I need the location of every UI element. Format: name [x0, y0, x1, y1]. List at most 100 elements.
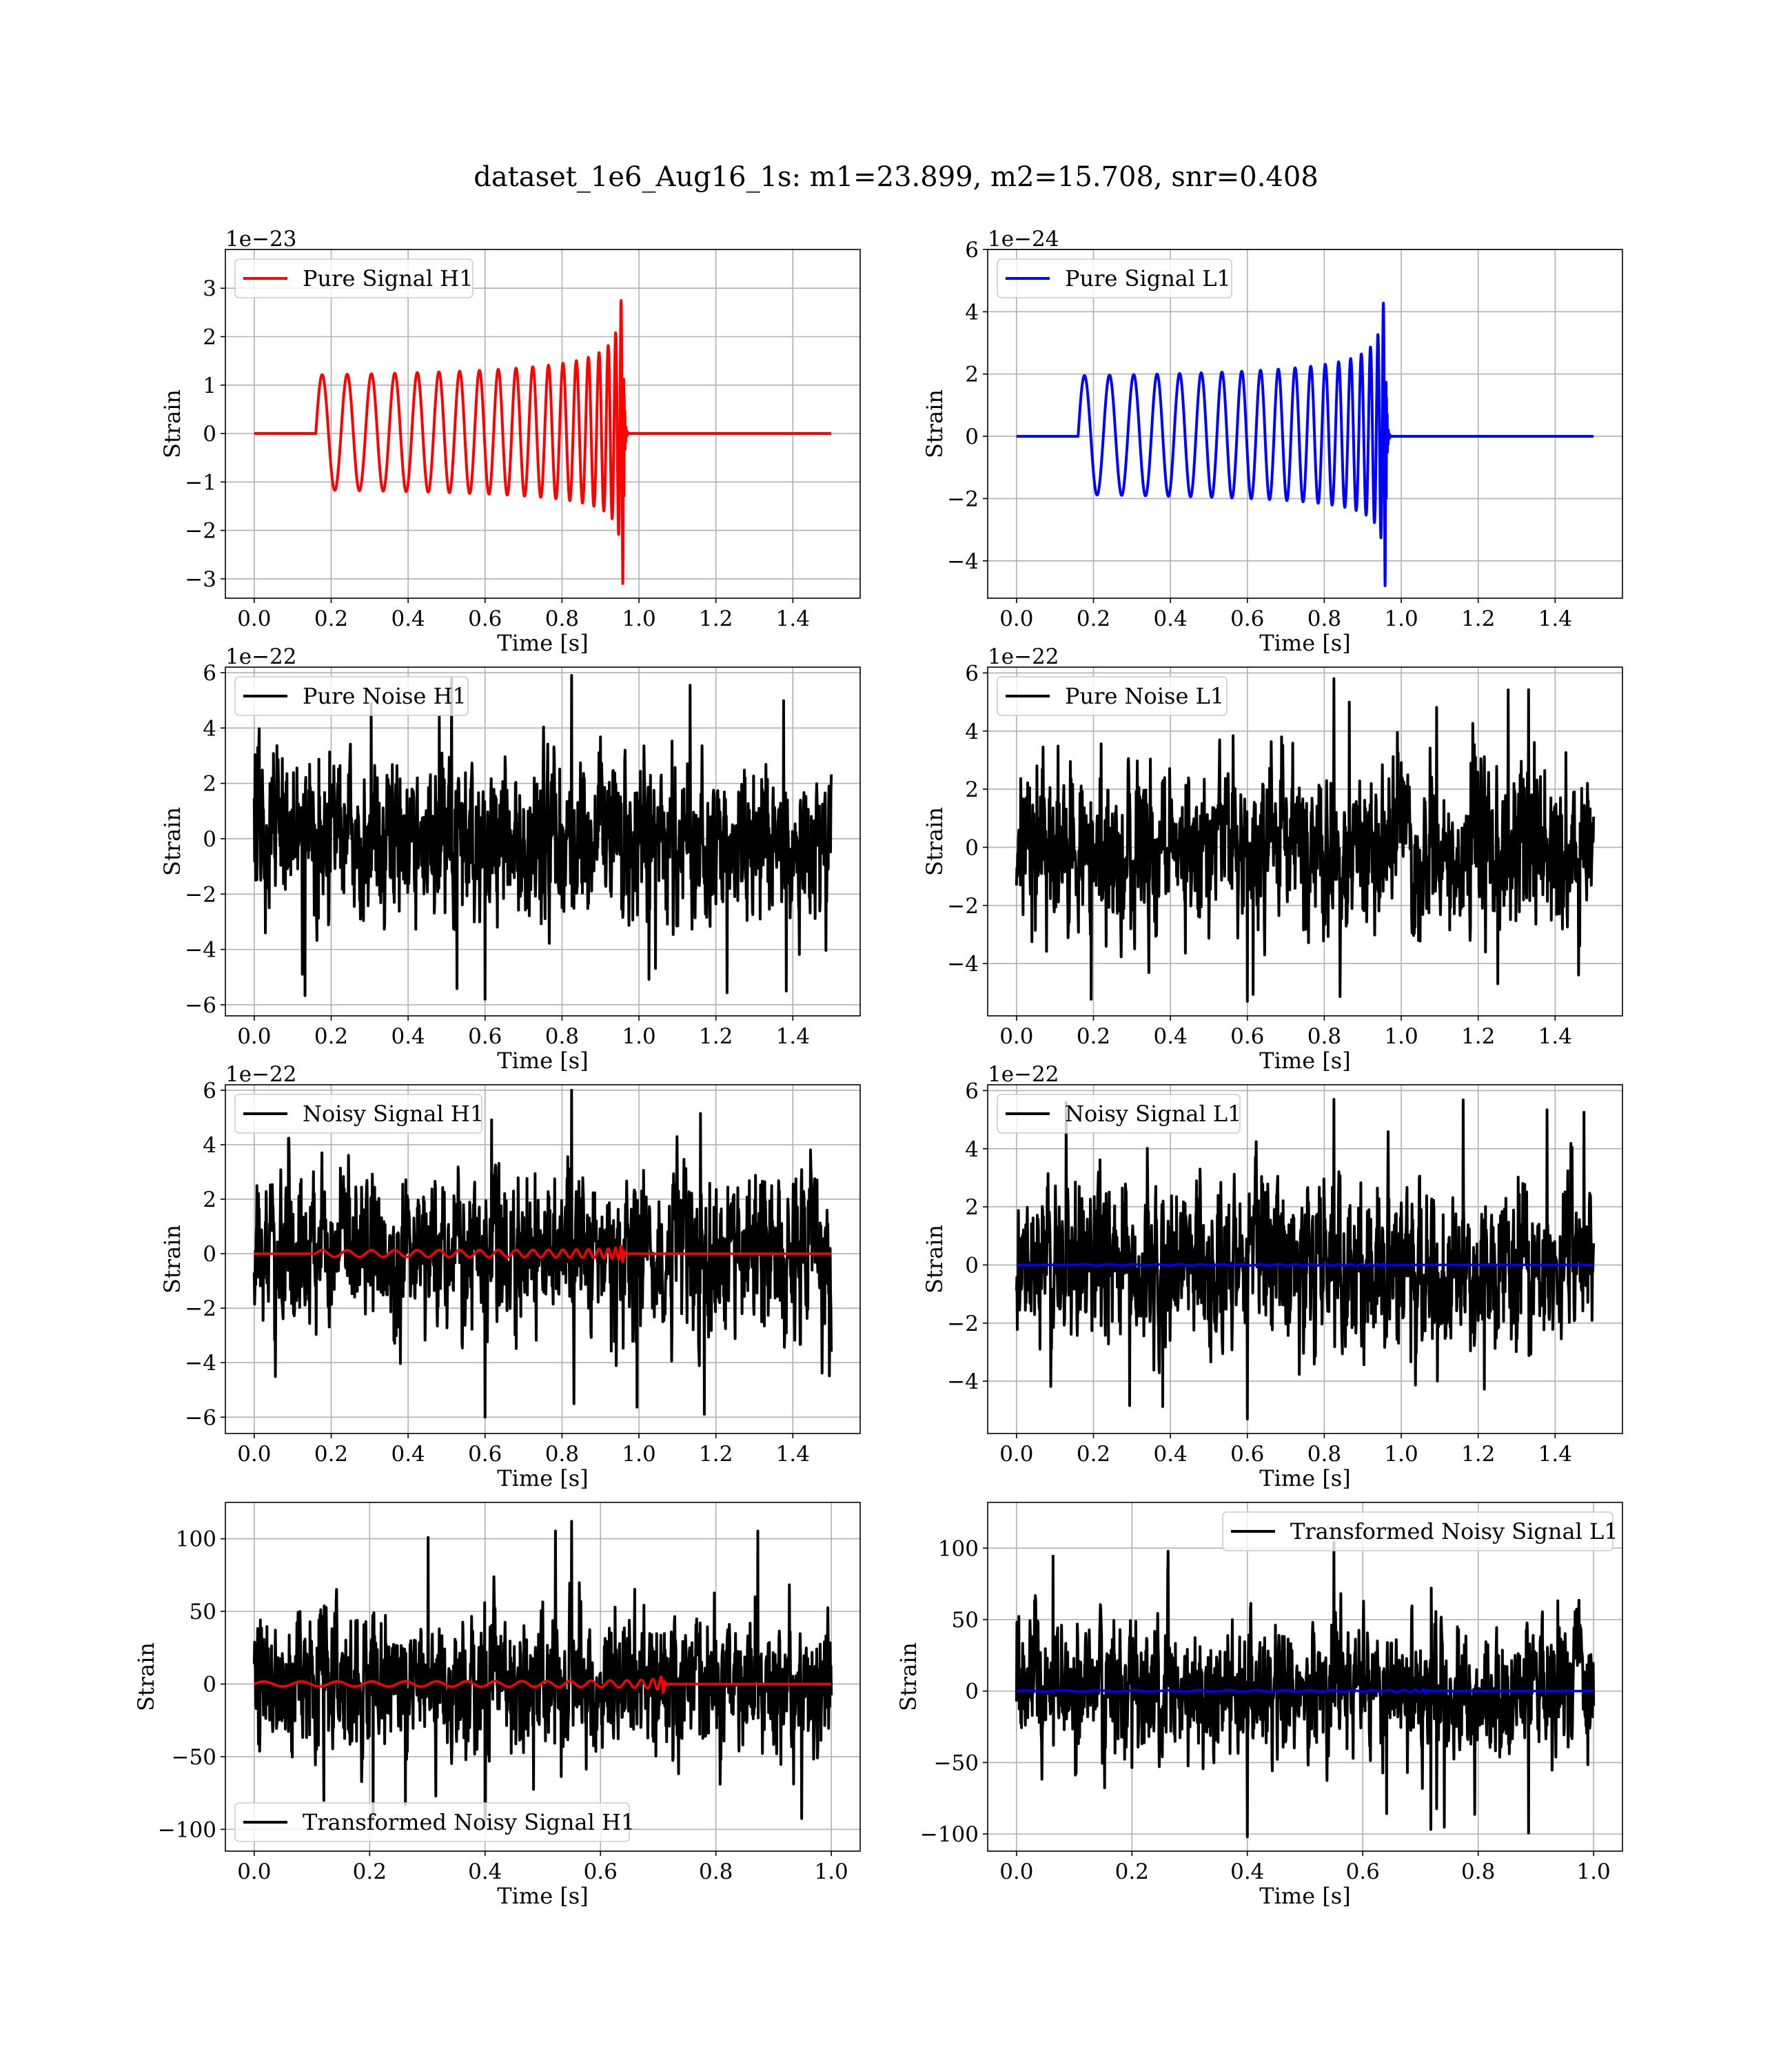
x-tick-label: 1.2: [699, 606, 733, 631]
legend: Pure Noise H1: [234, 676, 469, 716]
noise-line: [252, 674, 833, 1001]
x-tick-label: 0.4: [391, 1024, 425, 1049]
y-offset-text: 1e−22: [988, 1062, 1059, 1087]
y-axis-label: Strain: [922, 807, 948, 876]
subplot-noisy-signal-h1: 0.0 0.2 0.4 0.6 0.8 1.0 1.2 1.4 −6 −4 −2 0 2 4 6 Time […: [159, 1062, 861, 1491]
y-tick-label: −2: [947, 487, 979, 511]
y-axis-label: Strain: [159, 389, 185, 458]
legend: Pure Signal L1: [997, 258, 1232, 298]
x-tick-label: 1.2: [1461, 606, 1495, 631]
x-tick-label: 0.2: [314, 1442, 348, 1467]
legend-frame: [997, 676, 1228, 716]
x-tick-label: 0.6: [1346, 1859, 1380, 1884]
y-offset-text: 1e−23: [225, 227, 297, 252]
legend-label: Noisy Signal H1: [303, 1101, 484, 1127]
x-tick-label: 1.2: [1461, 1024, 1495, 1049]
subplot-noisy-signal-l1: 0.0 0.2 0.4 0.6 0.8 1.0 1.2 1.4 −4 −2 0 2 4 6 Time [s]…: [922, 1062, 1623, 1491]
x-tick-label: 0.8: [1307, 606, 1341, 631]
x-tick-label: 1.4: [1538, 1442, 1572, 1467]
axes-frame: [987, 249, 1623, 599]
y-axis-label: Strain: [159, 807, 185, 876]
legend-label: Pure Signal H1: [303, 265, 474, 292]
x-tick-label: 0.6: [584, 1859, 618, 1884]
y-tick-label: 2: [965, 777, 979, 802]
legend-label: Transformed Noisy Signal L1: [1290, 1518, 1618, 1544]
y-tick-label: −3: [185, 567, 216, 592]
y-tick-label: 4: [965, 300, 979, 325]
noise-line: [1015, 1541, 1596, 1839]
subplot-pure-noise-l1: 0.0 0.2 0.4 0.6 0.8 1.0 1.2 1.4 −4 −2 0 2 4 6 Time [s]…: [922, 644, 1623, 1074]
x-tick-label: 0.6: [1230, 1024, 1264, 1049]
legend-label: Pure Noise L1: [1065, 683, 1224, 709]
legend: Pure Signal H1: [234, 258, 474, 298]
y-tick-label: 1: [203, 374, 216, 398]
x-tick-label: 1.0: [622, 1024, 655, 1049]
x-tick-label: 0.2: [1077, 1024, 1110, 1049]
grid: [225, 249, 860, 598]
plot-area: [252, 674, 833, 1001]
x-tick-label: 1.0: [622, 606, 655, 631]
y-tick-label: −4: [947, 549, 979, 574]
y-tick-label: −2: [947, 894, 979, 919]
x-tick-label: 0.0: [237, 606, 271, 631]
x-tick-label: 0.0: [999, 606, 1033, 631]
legend-frame: [997, 1094, 1241, 1134]
x-tick-label: 0.8: [1307, 1442, 1341, 1467]
plot-area: [254, 298, 832, 585]
y-tick-label: −4: [947, 1369, 979, 1394]
subplot-pure-signal-l1: 0.0 0.2 0.4 0.6 0.8 1.0 1.2 1.4 −4 −2 0 2 4 6 Time [s]…: [922, 227, 1623, 656]
plot-area: [1015, 1098, 1596, 1420]
legend-frame: [1222, 1511, 1613, 1551]
x-axis-label: Time [s]: [1259, 1883, 1350, 1909]
x-tick-label: 0.0: [237, 1442, 271, 1467]
x-tick-label: 0.8: [545, 1442, 579, 1467]
x-tick-label: 0.0: [237, 1859, 271, 1884]
y-tick-label: 3: [203, 276, 216, 301]
y-tick-label: 2: [203, 325, 216, 350]
y-tick-label: 0: [203, 1673, 216, 1697]
y-tick-label: −50: [934, 1751, 979, 1775]
y-tick-label: 50: [190, 1600, 216, 1624]
x-tick-label: 1.0: [1384, 1442, 1418, 1467]
y-axis-label: Strain: [922, 389, 948, 458]
x-tick-label: 0.2: [1077, 606, 1110, 631]
x-tick-label: 1.0: [814, 1859, 848, 1884]
y-offset-text: 1e−22: [988, 644, 1059, 669]
x-tick-label: 1.0: [1576, 1859, 1610, 1884]
axes-frame: [225, 249, 861, 599]
x-tick-label: 1.2: [1461, 1442, 1495, 1467]
legend-frame: [997, 258, 1232, 298]
y-offset-text: 1e−24: [988, 227, 1059, 252]
plot-area: [1015, 677, 1596, 1003]
x-tick-label: 0.0: [999, 1024, 1033, 1049]
x-tick-label: 1.0: [1384, 1024, 1418, 1049]
legend-label: Transformed Noisy Signal H1: [303, 1809, 635, 1835]
y-tick-label: 0: [203, 827, 216, 852]
y-offset-text: 1e−22: [225, 1062, 297, 1087]
y-tick-label: 50: [952, 1608, 979, 1633]
axes-frame: [987, 1502, 1623, 1852]
legend-label: Noisy Signal L1: [1065, 1101, 1242, 1127]
x-axis-label: Time [s]: [497, 1048, 588, 1074]
subplot-grid: 0.0 0.2 0.4 0.6 0.8 1.0 1.2 1.4 −3 −2 −1 0 1 2 3 Time […: [133, 227, 1623, 1909]
x-tick-label: 0.6: [468, 1442, 502, 1467]
x-axis-label: Time [s]: [1259, 630, 1350, 656]
x-tick-label: 0.4: [468, 1859, 502, 1884]
y-tick-label: 4: [203, 1133, 216, 1158]
signal-overlay-line: [1015, 1688, 1594, 1695]
plot-area: [1015, 1541, 1596, 1839]
signal-overlay-line: [254, 1245, 832, 1264]
y-axis-label: Strain: [922, 1225, 948, 1294]
x-axis-label: Time [s]: [497, 1883, 588, 1909]
x-tick-label: 0.4: [391, 1442, 425, 1467]
x-tick-label: 1.2: [699, 1024, 733, 1049]
x-tick-label: 0.2: [314, 606, 348, 631]
y-tick-label: 6: [965, 661, 979, 686]
legend-frame: [234, 1802, 630, 1842]
x-tick-label: 0.0: [237, 1024, 271, 1049]
plot-area: [252, 1520, 833, 1824]
x-tick-label: 1.4: [776, 1024, 810, 1049]
y-tick-label: 0: [203, 1242, 216, 1267]
x-axis-label: Time [s]: [497, 1465, 588, 1491]
y-tick-label: 4: [965, 1137, 979, 1162]
